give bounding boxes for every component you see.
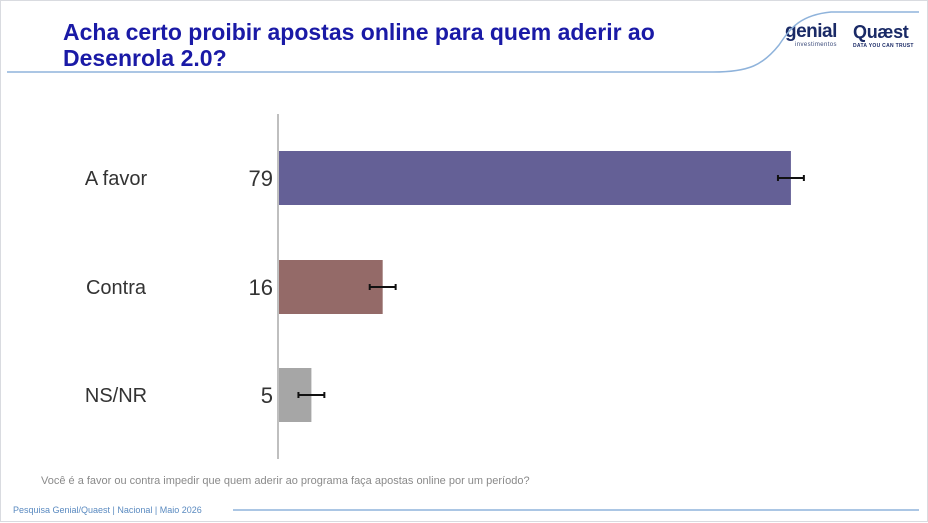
category-label-a-favor: A favor	[85, 168, 148, 190]
value-label-ns-nr: 5	[261, 383, 273, 408]
quaest-logo-subtext: DATA YOU CAN TRUST	[853, 43, 914, 49]
quaest-logo: Quæst DATA YOU CAN TRUST	[853, 23, 914, 49]
bars-group: A favor 79 Contra 16 NS/NR 5	[85, 151, 805, 422]
value-label-a-favor: 79	[249, 166, 273, 191]
page-title: Acha certo proibir apostas online para q…	[63, 19, 655, 71]
header-divider-line	[7, 11, 919, 73]
footer-source: Pesquisa Genial/Quaest | Nacional | Maio…	[13, 505, 202, 515]
category-label-contra: Contra	[86, 277, 147, 299]
bar-contra	[279, 260, 383, 314]
bar-a-favor	[279, 151, 791, 205]
genial-logo-subtext: investimentos	[795, 42, 837, 48]
quaest-logo-text: Quæst	[853, 22, 909, 42]
value-label-contra: 16	[249, 275, 273, 300]
genial-logo-text: genial	[785, 21, 837, 42]
survey-question-footnote: Você é a favor ou contra impedir que que…	[41, 475, 530, 487]
category-label-ns-nr: NS/NR	[85, 385, 147, 407]
genial-logo: genial investimentos	[785, 21, 837, 49]
